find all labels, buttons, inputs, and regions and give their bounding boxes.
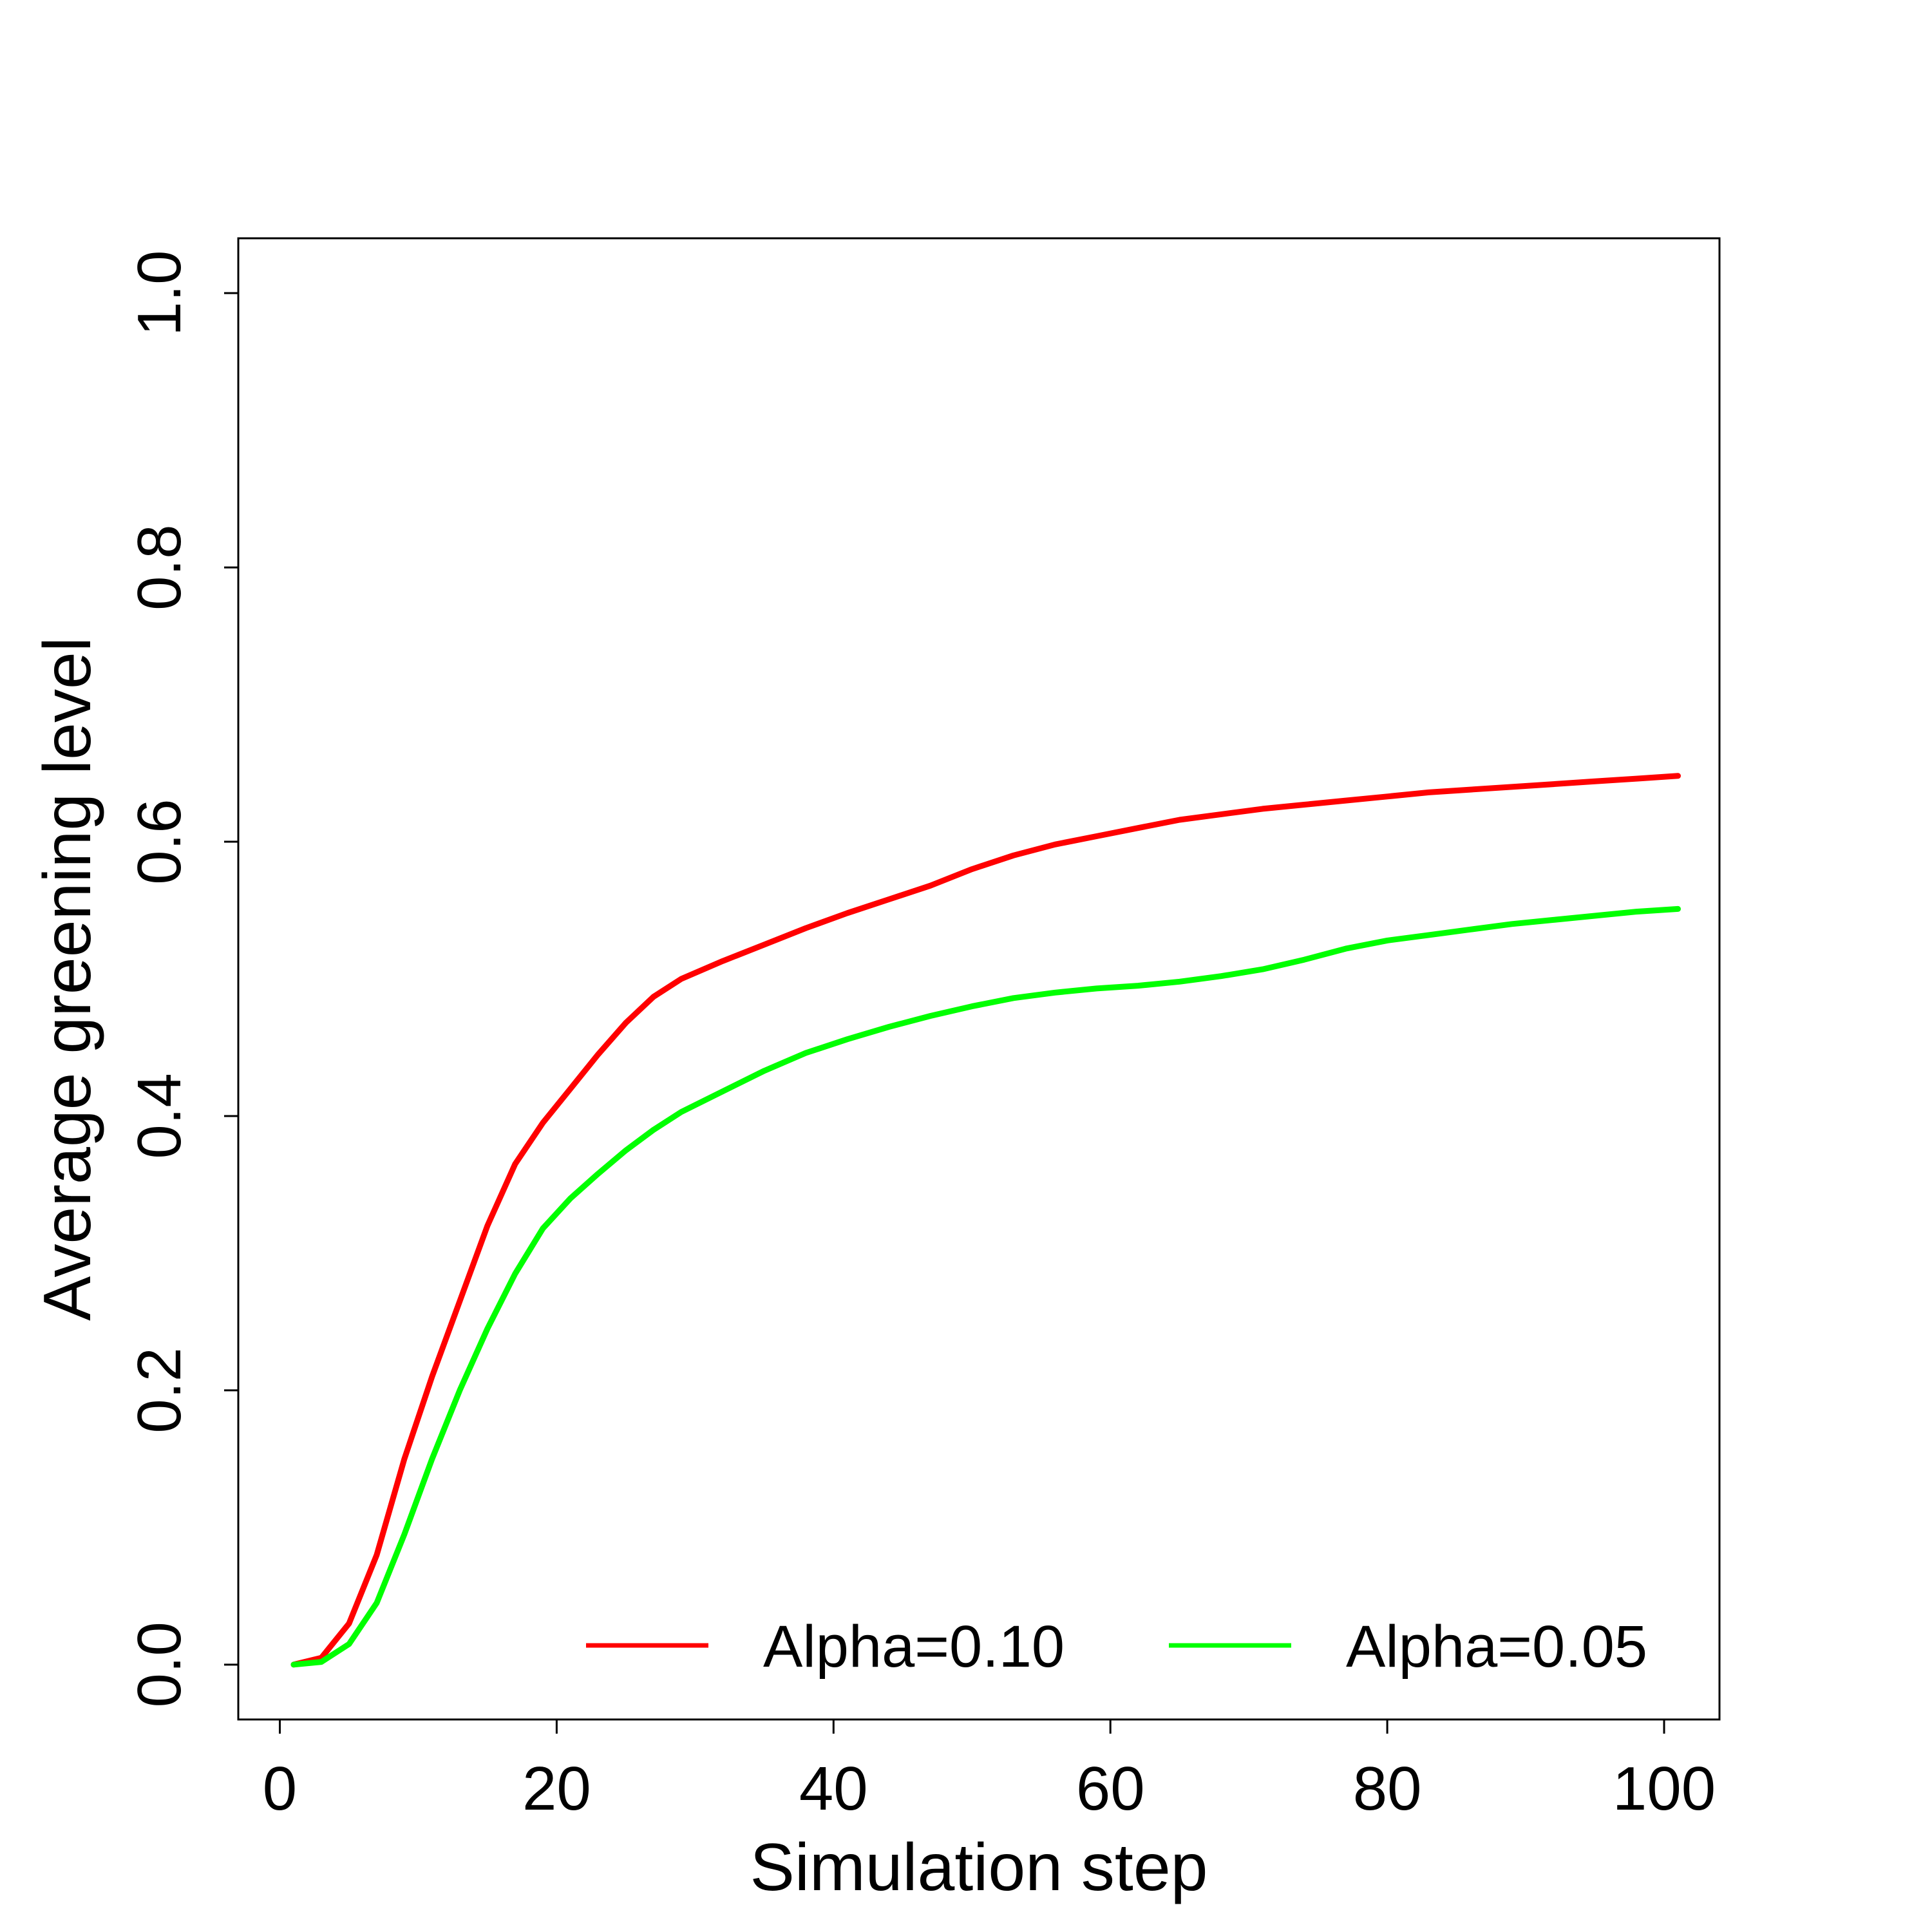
series-line-1 (290, 905, 1681, 1668)
legend: Alpha=0.10 Alpha=0.05 (586, 1614, 1647, 1680)
y-tick-label: 1.0 (125, 250, 194, 336)
y-tick-label: 0.0 (125, 1622, 194, 1707)
series-line-0 (290, 773, 1681, 1668)
y-tick-label: 0.6 (125, 799, 194, 884)
plot-frame (237, 237, 1721, 1721)
x-tick-label: 80 (1353, 1754, 1422, 1823)
x-tick-label: 0 (263, 1754, 297, 1823)
x-tick-label: 60 (1076, 1754, 1145, 1823)
x-axis-title: Simulation step (750, 1830, 1208, 1905)
legend-label-1: Alpha=0.05 (1346, 1614, 1647, 1680)
x-tick-label: 20 (522, 1754, 591, 1823)
y-axis-title: Average greening level (30, 637, 105, 1321)
y-tick-label: 0.4 (125, 1073, 194, 1159)
x-tick-label: 40 (799, 1754, 868, 1823)
y-tick-label: 0.8 (125, 524, 194, 610)
y-axis: 0.0 0.2 0.4 0.6 0.8 1.0 (125, 250, 238, 1708)
x-axis: 0 20 40 60 80 100 (263, 1719, 1716, 1823)
y-tick-label: 0.2 (125, 1347, 194, 1433)
series-lines (290, 773, 1681, 1668)
legend-label-0: Alpha=0.10 (763, 1614, 1065, 1680)
x-tick-label: 100 (1613, 1754, 1716, 1823)
